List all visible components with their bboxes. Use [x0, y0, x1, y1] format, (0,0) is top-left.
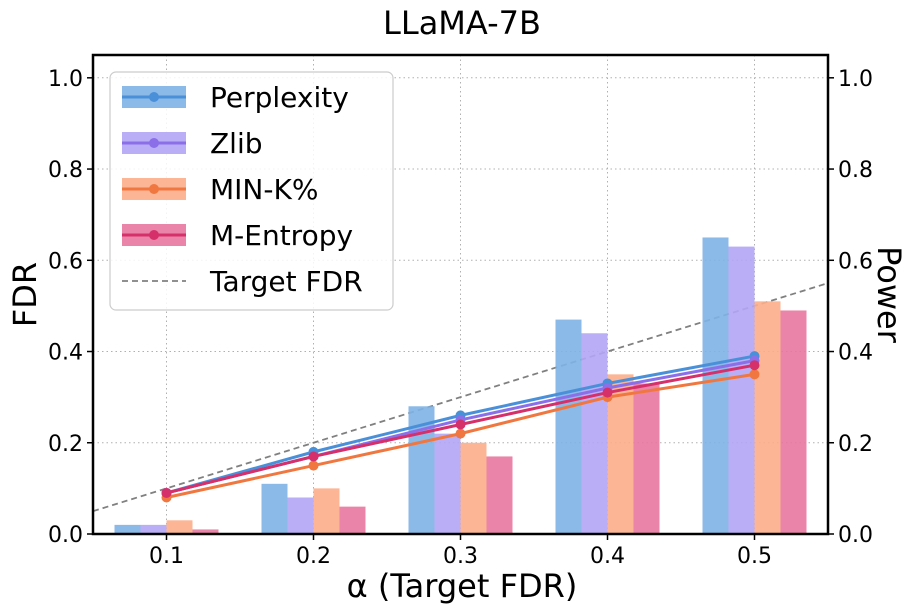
- legend-label-target-fdr: Target FDR: [209, 265, 363, 298]
- bar-perplexity-0.4: [555, 319, 582, 534]
- y-left-tick-label: 0.0: [48, 523, 83, 548]
- bar-m-entropy-0.1: [192, 529, 219, 534]
- bar-m-entropy-0.2: [339, 506, 366, 534]
- bar-m-entropy-0.4: [633, 383, 660, 534]
- y-left-tick-label: 0.8: [48, 158, 83, 183]
- y-right-tick-label: 1.0: [838, 67, 873, 92]
- x-tick-label: 0.4: [590, 544, 625, 569]
- legend-label-zlib: Zlib: [210, 127, 263, 160]
- y-left-tick-label: 0.2: [48, 432, 83, 457]
- power-point-m-entropy: [455, 419, 466, 430]
- power-point-m-entropy: [602, 387, 613, 398]
- y-axis-left-label: FDR: [6, 262, 44, 327]
- power-point-m-entropy: [749, 360, 760, 371]
- bar-min-k--0.4: [607, 374, 634, 534]
- x-tick-label: 0.1: [149, 544, 184, 569]
- power-line-layer: [161, 351, 760, 503]
- legend: Perplexity Zlib MIN-K% M-Entropy Target FDR: [109, 71, 394, 311]
- bar-zlib-0.2: [287, 497, 314, 534]
- x-tick-label: 0.5: [737, 544, 772, 569]
- x-tick-label: 0.3: [443, 544, 478, 569]
- bar-perplexity-0.2: [261, 483, 288, 534]
- bar-min-k--0.3: [460, 442, 487, 534]
- legend-marker-m-entropy: [149, 230, 159, 240]
- bar-zlib-0.5: [728, 246, 755, 534]
- power-point-m-entropy: [161, 487, 172, 498]
- y-left-tick-label: 0.6: [48, 249, 83, 274]
- bar-zlib-0.4: [581, 333, 608, 534]
- y-right-tick-label: 0.2: [838, 432, 873, 457]
- bar-min-k--0.1: [166, 520, 193, 534]
- legend-box: [109, 71, 394, 311]
- power-point-min-k-: [308, 460, 319, 471]
- axis-ticks: 0.1 0.2 0.3 0.4 0.5 0.0 0.0 0.2 0.2 0.4 0.4 0.6 0.6 0…: [48, 67, 873, 569]
- legend-label-perplexity: Perplexity: [210, 81, 349, 114]
- bar-zlib-0.1: [140, 524, 167, 534]
- legend-marker-perplexity: [149, 92, 159, 102]
- legend-marker-zlib: [149, 138, 159, 148]
- y-right-tick-label: 0.0: [838, 523, 873, 548]
- chart-title: LLaMA-7B: [383, 4, 541, 42]
- legend-marker-min-k-: [149, 184, 159, 194]
- x-tick-label: 0.2: [296, 544, 331, 569]
- x-axis-label: α (Target FDR): [347, 567, 578, 605]
- power-point-m-entropy: [308, 451, 319, 462]
- y-axis-right-label: Power: [870, 246, 908, 344]
- y-right-tick-label: 0.6: [838, 249, 873, 274]
- legend-label-m-entropy: M-Entropy: [210, 219, 353, 252]
- power-point-min-k-: [455, 428, 466, 439]
- y-left-tick-label: 1.0: [48, 67, 83, 92]
- bar-perplexity-0.1: [114, 524, 141, 534]
- bar-m-entropy-0.3: [486, 456, 513, 534]
- bar-min-k--0.5: [754, 301, 781, 534]
- bar-min-k--0.2: [313, 488, 340, 534]
- power-point-min-k-: [749, 369, 760, 380]
- y-right-tick-label: 0.8: [838, 158, 873, 183]
- y-right-tick-label: 0.4: [838, 341, 873, 366]
- bar-perplexity-0.5: [702, 237, 729, 534]
- legend-label-min-k-: MIN-K%: [210, 173, 318, 206]
- bar-m-entropy-0.5: [780, 310, 807, 534]
- y-left-tick-label: 0.4: [48, 341, 83, 366]
- bar-zlib-0.3: [434, 433, 461, 534]
